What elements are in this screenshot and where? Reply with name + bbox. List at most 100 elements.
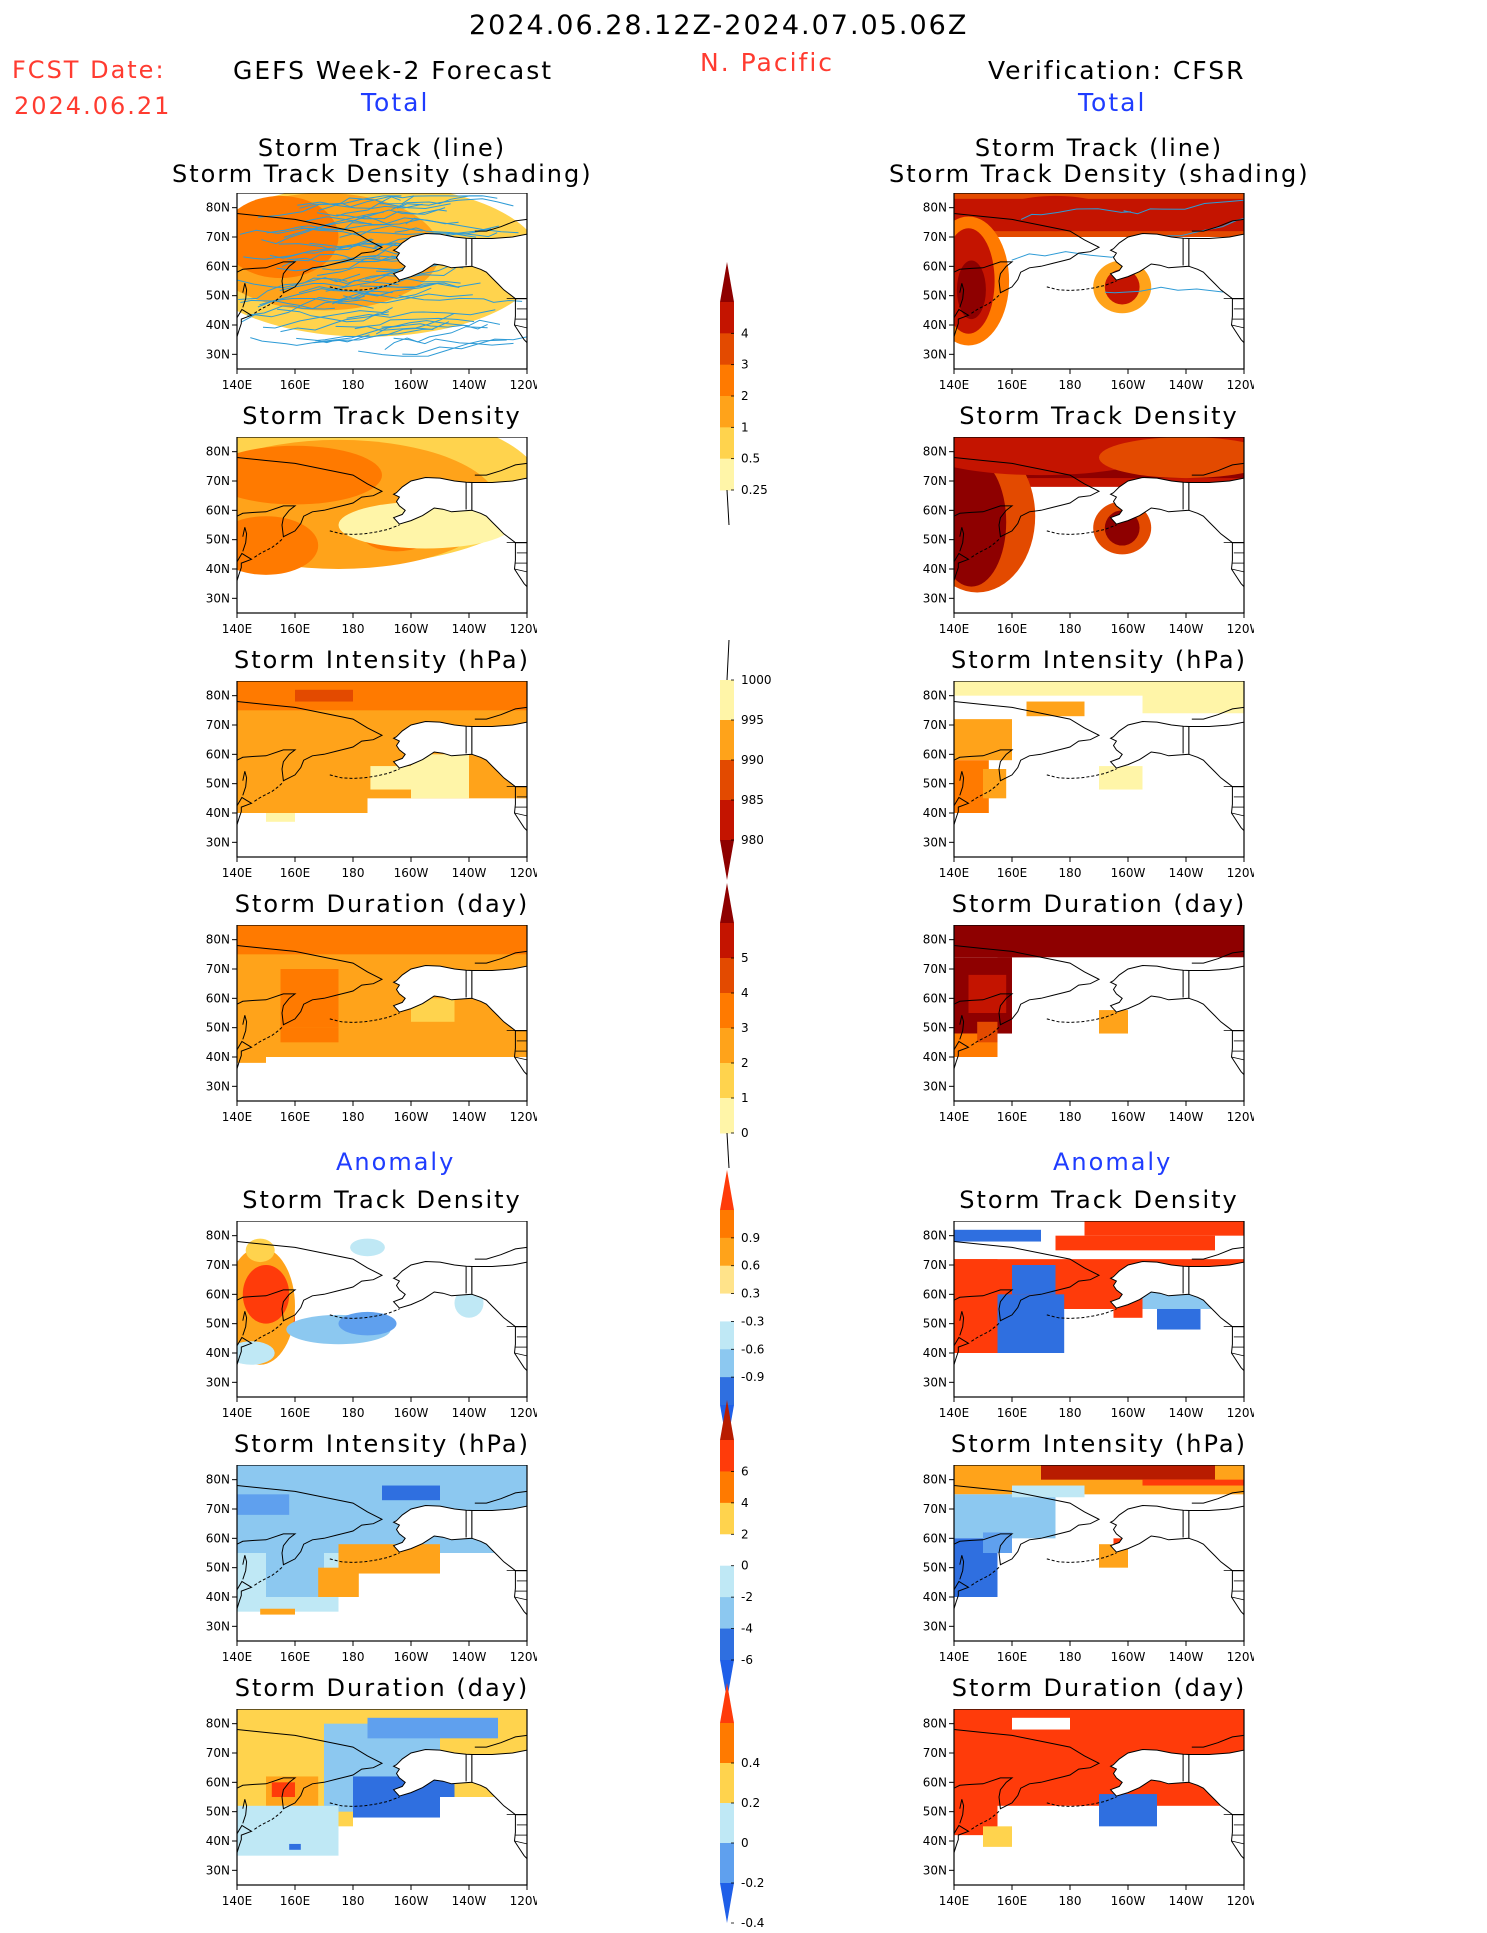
y-tick-label: 70N xyxy=(206,1746,230,1760)
y-tick-label: 30N xyxy=(923,1375,947,1389)
y-tick-label: 50N xyxy=(206,289,230,303)
colorbar-density: 4 3 2 1 0.5 0.25 xyxy=(720,262,768,526)
map-svg: 80N 70N 60N 50N 40N 30N 140E 160E 180 160W 140W 120… xyxy=(923,681,1254,880)
x-tick-label: 140W xyxy=(1169,1110,1204,1124)
colorbar-cell xyxy=(720,720,734,761)
y-tick-label: 80N xyxy=(923,201,947,215)
y-tick-label: 50N xyxy=(206,1805,230,1819)
panel-title: Storm Track Density xyxy=(959,1186,1239,1214)
x-tick-label: 160E xyxy=(997,866,1028,880)
colorbar-label: 3 xyxy=(741,358,749,372)
colorbar-label: 1 xyxy=(741,1091,749,1105)
x-tick-label: 180 xyxy=(342,1650,365,1664)
x-tick-label: 140E xyxy=(939,378,970,392)
x-tick-label: 140W xyxy=(1169,866,1204,880)
map-frame xyxy=(236,437,528,614)
map-svg: 80N 70N 60N 50N 40N 30N 140E 160E 180 160W 140W 120… xyxy=(206,681,537,880)
coastline xyxy=(954,1241,1244,1371)
period-title: 2024.06.28.12Z-2024.07.05.06Z xyxy=(469,10,969,41)
y-tick-label: 30N xyxy=(923,1619,947,1633)
colorbar-cell xyxy=(720,1028,734,1064)
panel-title: Storm Track Density (shading) xyxy=(889,160,1310,188)
x-tick-label: 160E xyxy=(280,866,311,880)
y-tick-label: 40N xyxy=(923,1050,947,1064)
coastline xyxy=(237,1485,527,1615)
map-frame xyxy=(236,1465,528,1642)
panel-title: Storm Duration (day) xyxy=(234,1674,530,1702)
panel-title: Storm Track Density xyxy=(242,1186,522,1214)
panel-title: Storm Track Density xyxy=(242,402,522,430)
y-tick-label: 60N xyxy=(923,1287,947,1301)
y-tick-label: 30N xyxy=(923,591,947,605)
coastline xyxy=(954,213,1244,343)
colorbar-cell xyxy=(720,993,734,1029)
colorbar-anom-intensity: 6 4 2 0 -2 -4 -6 xyxy=(720,1400,753,1700)
colorbar-label: 0.6 xyxy=(741,1259,760,1273)
y-tick-label: 40N xyxy=(206,562,230,576)
x-tick-label: 140W xyxy=(1169,1650,1204,1664)
x-tick-label: 160W xyxy=(1111,1894,1146,1908)
colorbar-cell xyxy=(720,1098,734,1134)
y-tick-label: 80N xyxy=(206,1473,230,1487)
y-tick-label: 60N xyxy=(206,1775,230,1789)
colorbar-label: 0 xyxy=(741,1559,749,1573)
y-tick-label: 80N xyxy=(206,1229,230,1243)
panel-title: Storm Duration (day) xyxy=(234,890,530,918)
coastline xyxy=(237,213,527,343)
colorbar-cell xyxy=(720,1440,734,1472)
x-tick-label: 180 xyxy=(342,1110,365,1124)
y-tick-label: 60N xyxy=(206,1287,230,1301)
x-tick-label: 160W xyxy=(1111,1406,1146,1420)
y-tick-label: 50N xyxy=(206,1317,230,1331)
x-tick-label: 160E xyxy=(997,378,1028,392)
x-tick-label: 120W xyxy=(1227,1406,1254,1420)
map-frame xyxy=(953,1221,1245,1398)
x-tick-label: 180 xyxy=(1059,622,1082,636)
x-tick-label: 180 xyxy=(342,1894,365,1908)
x-tick-label: 140E xyxy=(939,1110,970,1124)
panel-title: Storm Track (line) xyxy=(257,134,507,162)
colorbar-cell xyxy=(720,1502,734,1535)
y-tick-label: 60N xyxy=(206,1531,230,1545)
x-tick-label: 140E xyxy=(222,378,253,392)
map-svg: 80N 70N 60N 50N 40N 30N 140E 160E 180 160W 140W 120… xyxy=(206,193,537,392)
field-cells xyxy=(954,681,1244,813)
region-label: N. Pacific xyxy=(700,48,835,77)
y-tick-label: 70N xyxy=(923,230,947,244)
colorbar-cell xyxy=(720,1377,734,1406)
colorbar-cap xyxy=(720,1683,734,1723)
colorbar-cap xyxy=(720,1883,734,1923)
y-tick-label: 80N xyxy=(206,689,230,703)
colorbar-tail xyxy=(726,640,730,681)
coastline xyxy=(954,1485,1244,1615)
colorbar-cell xyxy=(720,1063,734,1099)
x-tick-label: 180 xyxy=(342,622,365,636)
x-tick-label: 140E xyxy=(222,1894,253,1908)
coastline xyxy=(954,1729,1244,1859)
forecast-title: GEFS Week-2 Forecast xyxy=(233,56,554,85)
panel-title: Storm Duration (day) xyxy=(951,1674,1247,1702)
colorbar-label: 4 xyxy=(741,1496,749,1510)
y-tick-label: 80N xyxy=(206,1717,230,1731)
x-tick-label: 140E xyxy=(222,866,253,880)
colorbar-cell xyxy=(720,958,734,994)
colorbar-label: 0.2 xyxy=(741,1796,760,1810)
y-tick-label: 50N xyxy=(923,1805,947,1819)
x-tick-label: 120W xyxy=(1227,378,1254,392)
y-tick-label: 30N xyxy=(923,1863,947,1877)
x-tick-label: 180 xyxy=(1059,1110,1082,1124)
colorbar-label: -0.3 xyxy=(741,1314,764,1328)
x-tick-label: 140W xyxy=(452,1110,487,1124)
x-tick-label: 160E xyxy=(997,1110,1028,1124)
y-tick-label: 60N xyxy=(923,259,947,273)
field-shading xyxy=(954,437,1244,593)
coastline xyxy=(954,945,1244,1075)
x-tick-label: 140E xyxy=(222,622,253,636)
y-tick-label: 40N xyxy=(206,806,230,820)
x-tick-label: 160E xyxy=(997,1650,1028,1664)
colorbar-cell xyxy=(720,1723,734,1764)
x-tick-label: 180 xyxy=(1059,378,1082,392)
y-tick-label: 70N xyxy=(923,718,947,732)
colorbar-cell xyxy=(720,458,734,491)
colorbar-cell xyxy=(720,1763,734,1804)
